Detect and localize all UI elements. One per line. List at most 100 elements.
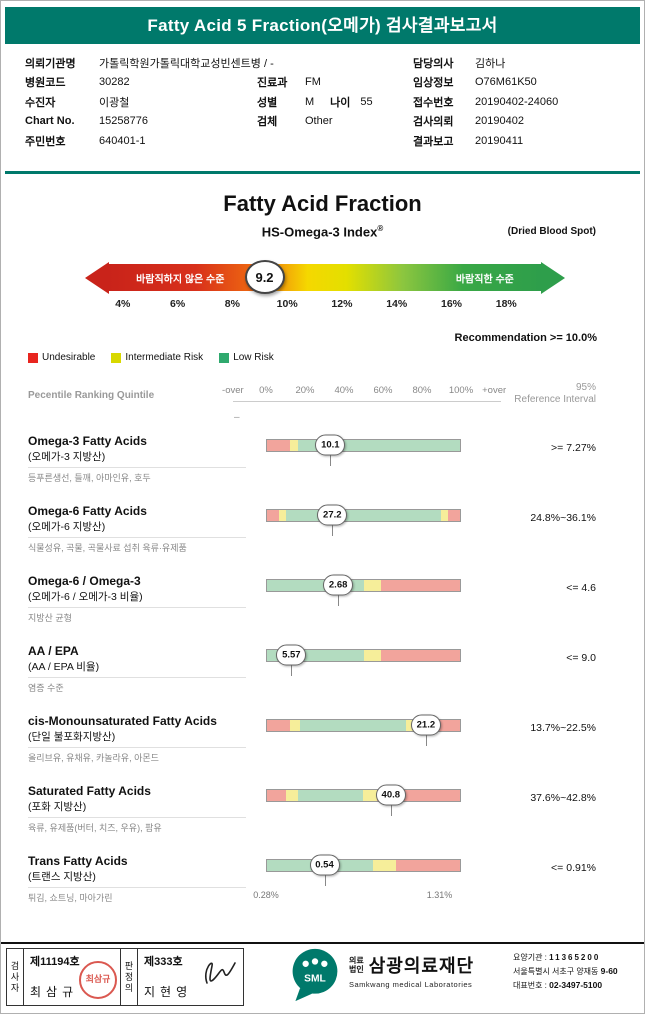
info-row: Chart No. 15258776: [25, 112, 275, 132]
bar-segment-yellow: [286, 790, 298, 801]
info-value: 김하나: [475, 57, 506, 70]
value-badge: 2.68: [323, 574, 354, 596]
gauge-label-undesirable: 바람직하지 않은 수준: [136, 274, 225, 286]
info-value: 640401-1: [99, 134, 146, 147]
reference-heading-line1: 95%: [575, 382, 596, 393]
info-label: 병원코드: [25, 77, 66, 90]
scale-label: 40%: [334, 385, 354, 396]
reference-interval-heading: 95% Reference Interval: [514, 382, 596, 406]
result-row: Trans Fatty Acids (트랜스 지방산) 튀김, 쇼트닝, 마아가린 0…: [1, 849, 644, 919]
bar-segment-yellow: [363, 650, 381, 661]
scale-label: 20%: [295, 385, 315, 396]
index-subtitle-text: HS-Omega-3 Index: [261, 224, 378, 240]
bar-segment-green: [286, 510, 441, 521]
scale-label: 80%: [412, 385, 432, 396]
care-org-label: 요양기관 :: [513, 953, 547, 962]
info-row: 의뢰기관명 가톨릭학원가톨릭대학교성빈센트병 / -: [25, 53, 275, 73]
contact-line-2: 서울특별시 서초구 양재동 9-60: [513, 964, 643, 978]
registered-mark: ®: [377, 224, 384, 233]
legend-label: Intermediate Risk: [125, 352, 204, 363]
info-label: 주민번호: [25, 135, 66, 148]
reference-interval: 37.6%~42.8%: [530, 792, 596, 804]
contact-line-3: 대표번호 : 02-3497-5100: [513, 978, 643, 992]
gauge-arrowhead-left-icon: [85, 262, 109, 294]
legend-swatch-icon: [219, 352, 230, 363]
value-badge: 0.54: [309, 854, 340, 876]
examiner-label: 검사자: [7, 949, 24, 1005]
gauge-tick-label: 16%: [440, 298, 462, 310]
dried-blood-spot-label: (Dried Blood Spot): [507, 226, 596, 237]
info-label: 수진자: [25, 96, 56, 109]
org-type-label: 의료 법인: [349, 956, 364, 974]
reference-interval: 24.8%~36.1%: [530, 512, 596, 524]
info-value: 20190402-24060: [475, 95, 559, 108]
reference-heading-line2: Reference Interval: [514, 394, 596, 405]
percentile-bar: [266, 859, 461, 872]
legend-item: Intermediate Risk: [111, 352, 203, 363]
value-badge: 5.57: [276, 644, 307, 666]
reference-interval: <= 4.6: [566, 582, 596, 594]
bar-segment-yellow: [373, 860, 397, 871]
scale-underline: [233, 401, 501, 402]
analyte-name: Saturated Fatty Acids: [28, 784, 151, 798]
legend-item: Low Risk: [219, 352, 274, 363]
analyte-food-sources: 육류, 유제품(버터, 치즈, 우유), 팜유: [28, 817, 246, 834]
section-divider: [5, 171, 640, 174]
judge-signature-icon: [205, 962, 236, 984]
gauge-tick-labels: 4% 6% 8% 10% 12% 14% 16% 18%: [109, 298, 541, 312]
info-value: FM: [305, 76, 321, 89]
bar-segment-red: [267, 510, 279, 521]
info-value: 20190402: [475, 115, 524, 128]
bar-segment-yellow: [440, 510, 449, 521]
analyte-name: Omega-6 / Omega-3: [28, 574, 141, 588]
bar-segment-red: [448, 510, 460, 521]
info-row: 병원코드 30282: [25, 73, 275, 93]
analyte-name-korean: (단일 불포화지방산): [28, 731, 116, 743]
legend-item: Undesirable: [28, 352, 95, 363]
analyte-name: cis-Monounsaturated Fatty Acids: [28, 714, 217, 728]
gauge-tick-label: 6%: [170, 298, 186, 310]
info-row: 결과보고 20190411: [413, 131, 641, 151]
analyte-food-sources: 지방산 균형: [28, 607, 246, 624]
result-row: cis-Monounsaturated Fatty Acids (단일 불포화지방…: [1, 709, 644, 779]
analyte-name-korean: (오메가-3 지방산): [28, 451, 106, 463]
bar-segment-yellow: [290, 440, 298, 451]
judge-license-no: 제333호: [144, 956, 183, 968]
results-list: Omega-3 Fatty Acids (오메가-3 지방산) 등푸른생선, 들깨,…: [1, 429, 644, 919]
bar-segment-yellow: [278, 510, 287, 521]
address-text: 서울특별시 서초구 양재동: [513, 967, 599, 977]
info-row: 임상정보 O76M61K50: [413, 73, 641, 93]
info-row: 접수번호 20190402-24060: [413, 92, 641, 112]
info-value: 20190411: [475, 134, 524, 147]
info-value: 55: [360, 95, 373, 108]
legend-label: Low Risk: [233, 352, 274, 363]
info-row: 진료과 FM: [257, 73, 412, 93]
report-title-bar: Fatty Acid 5 Fraction(오메가) 검사결과보고서: [5, 7, 640, 44]
info-column-left: 의뢰기관명 가톨릭학원가톨릭대학교성빈센트병 / - 병원코드 30282 수진자 이광철…: [25, 53, 275, 151]
percentile-bar: [266, 439, 461, 452]
result-row: Omega-6 / Omega-3 (오메가-6 / 오메가-3 비율) 지방산 균…: [1, 569, 644, 639]
analyte-food-sources: 튀김, 쇼트닝, 마아가린: [28, 887, 246, 904]
care-org-number: 11365200: [549, 953, 601, 962]
info-label: 진료과: [257, 77, 288, 90]
gauge-value-badge: 9.2: [244, 260, 285, 294]
percentile-bar: [266, 649, 461, 662]
info-label: 의뢰기관명: [25, 57, 76, 70]
gauge-tick-label: 10%: [276, 298, 298, 310]
info-column-middle: 진료과 FM 성별 M 나이 55 검체 Other: [257, 53, 412, 131]
bar-sub-label: 0.28%: [253, 890, 279, 900]
analyte-name: Omega-3 Fatty Acids: [28, 434, 147, 448]
value-badge: 27.2: [317, 504, 348, 526]
scale-label: 100%: [448, 385, 474, 396]
risk-legend: Undesirable Intermediate Risk Low Risk: [28, 352, 274, 363]
info-row: 성별 M 나이 55: [257, 92, 412, 112]
info-row: 검체 Other: [257, 112, 412, 132]
reference-interval: 13.7%~22.5%: [530, 722, 596, 734]
bar-segment-green: [297, 790, 364, 801]
info-value: 가톨릭학원가톨릭대학교성빈센트병 / -: [99, 57, 274, 70]
scale-dash: –: [234, 412, 240, 423]
result-row: Saturated Fatty Acids (포화 지방산) 육류, 유제품(버터,…: [1, 779, 644, 849]
value-badge: 21.2: [410, 714, 441, 736]
judge-cell: 제333호 지현영: [138, 949, 243, 1005]
info-value: 15258776: [99, 115, 148, 128]
